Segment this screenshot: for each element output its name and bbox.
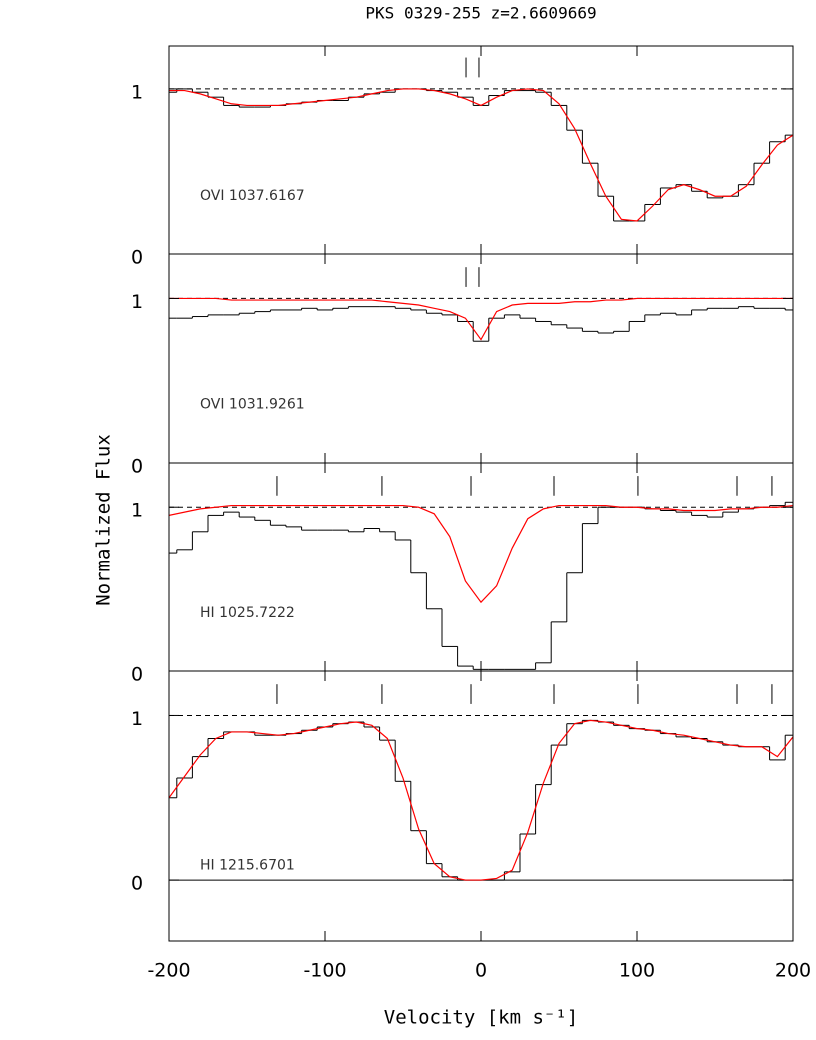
panel: [169, 684, 793, 881]
y-tick-label: 0: [131, 247, 143, 269]
panel: [169, 476, 793, 671]
model-line: [169, 719, 793, 881]
line-label: OVI 1031.9261: [200, 396, 305, 412]
y-tick-label: 1: [131, 81, 143, 103]
panel-frame: [168, 45, 794, 255]
y-tick-label: 1: [131, 500, 143, 522]
panel-frame: [168, 253, 794, 464]
model-line: [169, 504, 793, 604]
flux-risers: [176, 502, 786, 670]
chart-title: PKS 0329-255 z=2.6609669: [365, 4, 596, 23]
x-tick-label: 0: [475, 960, 487, 982]
y-axis-label: Normalized Flux: [93, 434, 115, 606]
panel: [169, 267, 793, 463]
panel-frame: [168, 462, 794, 672]
panel-frame: [168, 670, 794, 942]
y-tick-label: 1: [131, 291, 143, 313]
line-label: HI 1215.6701: [200, 857, 295, 873]
flux-risers: [176, 720, 786, 881]
x-tick-label: -100: [303, 960, 346, 982]
x-tick-label: 200: [775, 960, 811, 982]
y-tick-label: 0: [131, 664, 143, 686]
line-label: HI 1025.7222: [200, 605, 295, 621]
model-line: [169, 88, 793, 222]
x-tick-label: 100: [619, 960, 655, 982]
line-label: OVI 1037.6167: [200, 188, 305, 204]
y-tick-label: 0: [131, 873, 143, 895]
model-line: [169, 297, 793, 341]
y-tick-label: 1: [131, 708, 143, 730]
x-axis-label: Velocity [km s⁻¹]: [384, 1007, 578, 1029]
x-tick-label: -200: [147, 960, 190, 982]
panel: [169, 57, 793, 254]
y-tick-label: 0: [131, 456, 143, 478]
